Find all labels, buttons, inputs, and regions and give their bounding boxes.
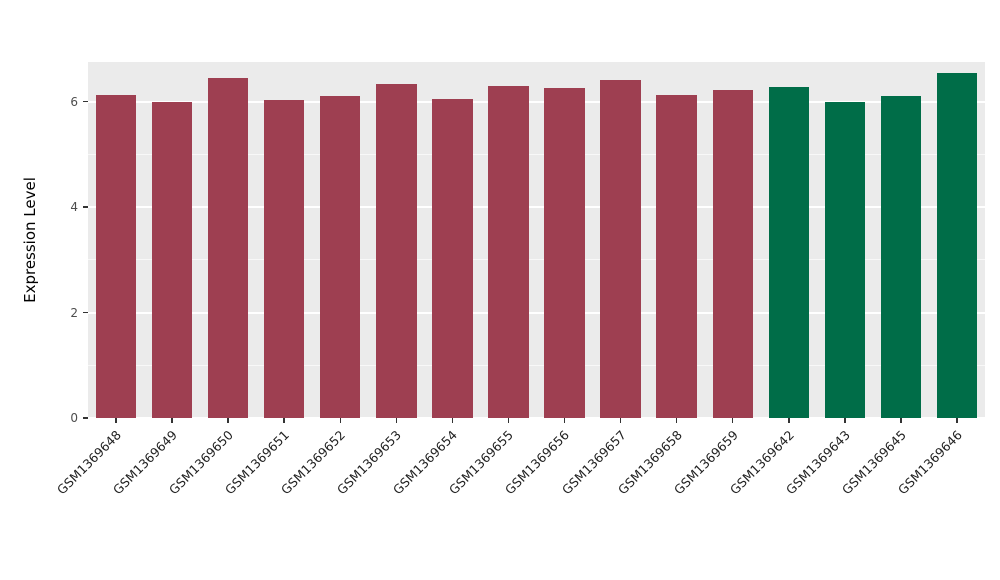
x-axis-tick-mark	[115, 418, 117, 423]
bar-GSM1369648	[95, 95, 137, 418]
bar-GSM1369650	[207, 77, 249, 418]
y-tick-label: 4	[70, 200, 78, 215]
bar-GSM1369645	[880, 96, 922, 418]
bar-GSM1369656	[544, 88, 585, 418]
gridline-major	[88, 417, 985, 419]
gridline-minor	[88, 153, 985, 155]
x-axis-tick-mark	[956, 418, 958, 423]
bar-GSM1369649	[151, 101, 193, 418]
gridline-minor	[88, 364, 985, 366]
x-axis-tick-mark	[451, 418, 454, 423]
bar-GSM1369658	[656, 94, 697, 418]
bar-GSM1369642	[768, 87, 809, 418]
y-tick-label: 0	[70, 411, 78, 425]
x-axis-tick-mark	[675, 418, 678, 423]
y-axis-tick-mark	[83, 206, 88, 208]
x-axis-tick-mark	[731, 418, 734, 423]
bar-GSM1369646	[936, 72, 978, 418]
y-axis-tick-mark	[83, 311, 88, 314]
y-tick-label: 6	[70, 94, 78, 109]
gridline-major	[88, 100, 985, 103]
bar-GSM1369651	[264, 99, 305, 418]
x-axis-tick-mark	[507, 418, 510, 423]
y-tick-label: 2	[70, 305, 78, 320]
x-axis-tick-mark	[283, 418, 285, 423]
bar-GSM1369652	[320, 96, 361, 418]
x-axis-tick-mark	[844, 418, 846, 423]
x-axis-tick-mark	[619, 418, 622, 423]
gridline-major	[88, 206, 985, 209]
bar-GSM1369643	[824, 101, 866, 418]
x-axis-tick-mark	[788, 418, 790, 423]
x-axis-tick-mark	[339, 418, 342, 423]
y-axis-tick-mark	[83, 100, 88, 103]
gridline-minor	[88, 259, 985, 261]
y-axis-tick-mark	[83, 417, 88, 419]
x-axis-tick-mark	[563, 418, 566, 423]
x-axis-tick-mark	[900, 418, 902, 423]
gridline-major	[88, 311, 985, 314]
x-axis-tick-mark	[171, 418, 173, 423]
bar-GSM1369657	[600, 80, 641, 418]
x-axis-tick-mark	[227, 418, 229, 423]
bar-GSM1369653	[376, 84, 417, 418]
bar-GSM1369655	[488, 85, 529, 418]
x-axis-tick-mark	[395, 418, 398, 423]
y-axis-title: Expression Level	[21, 177, 39, 303]
bar-GSM1369659	[712, 89, 753, 418]
bar-GSM1369654	[432, 98, 473, 418]
